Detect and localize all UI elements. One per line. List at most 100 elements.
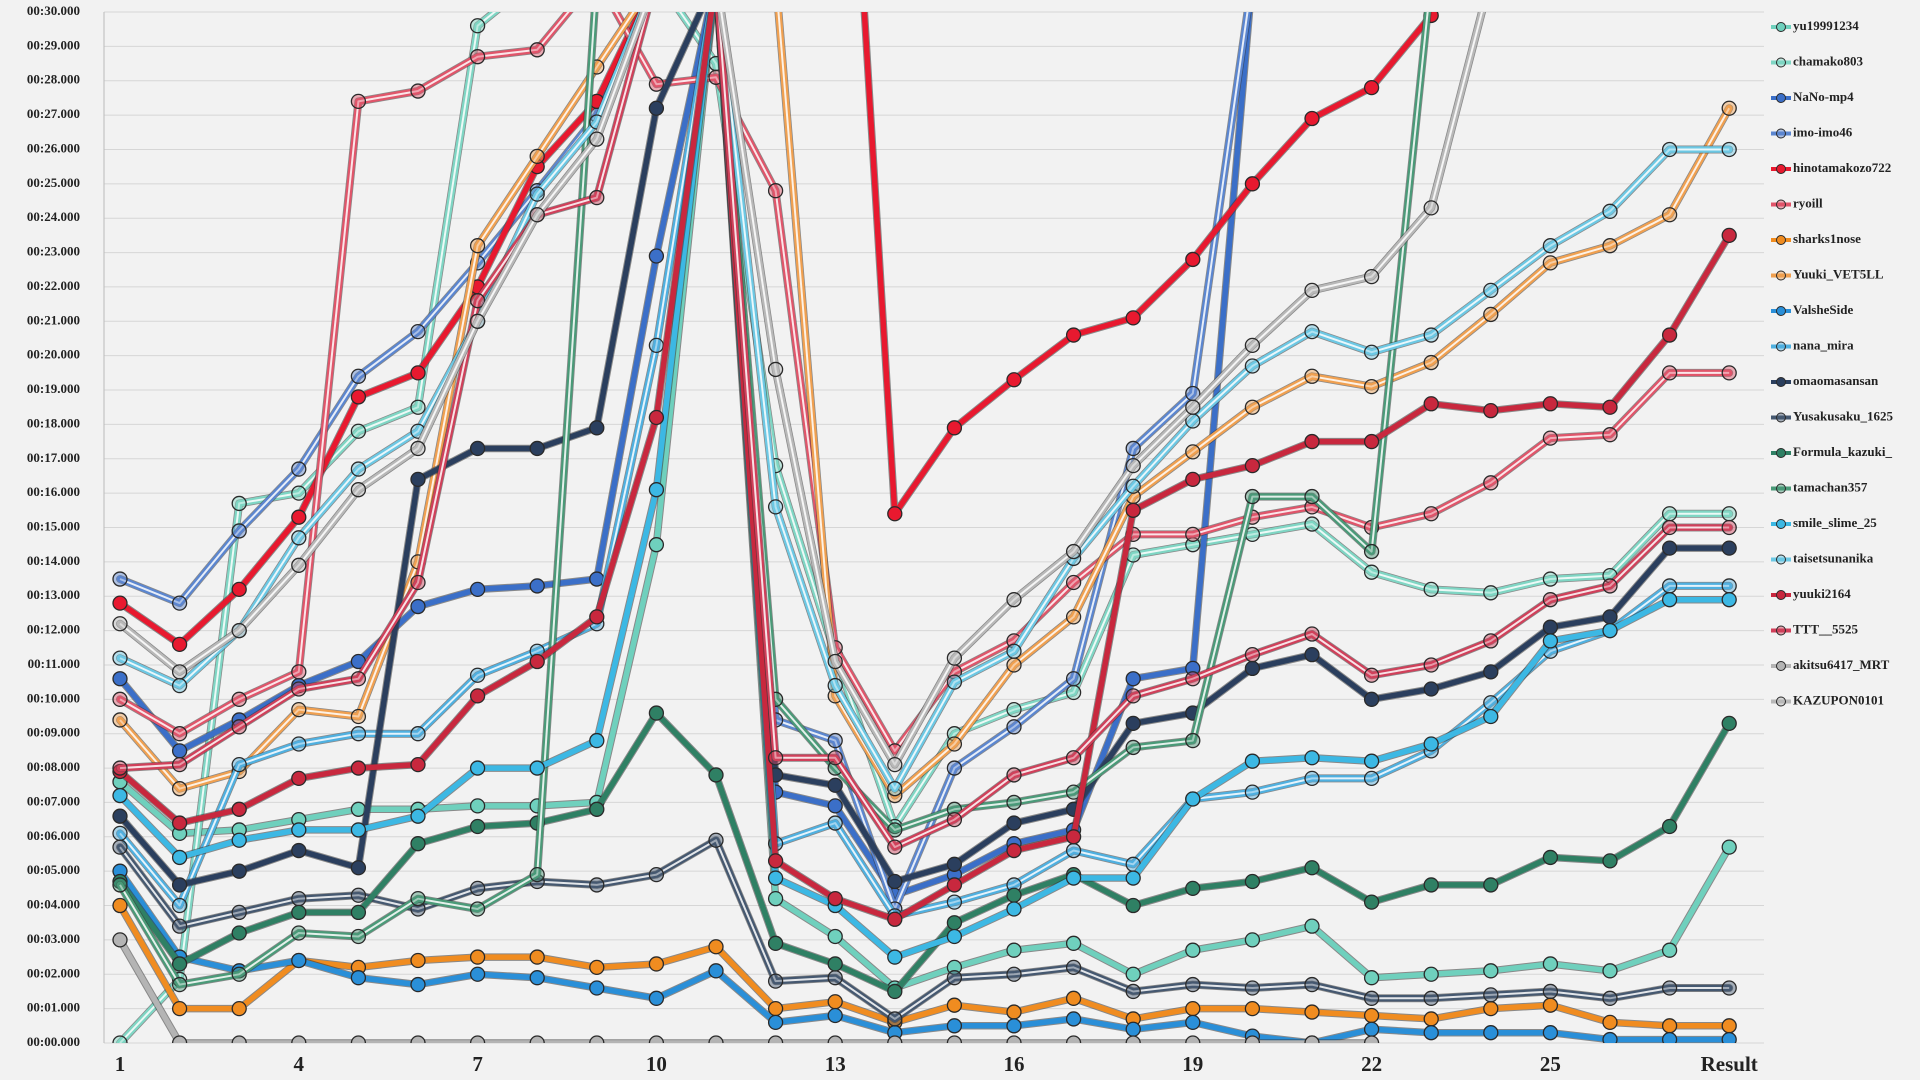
- point: [1244, 932, 1261, 948]
- legend-marker: [1776, 199, 1786, 210]
- point: [1602, 203, 1618, 219]
- point: [1006, 592, 1022, 608]
- point: [1244, 873, 1261, 890]
- point: [1006, 372, 1022, 388]
- point: [410, 399, 426, 415]
- point: [231, 904, 247, 921]
- point: [1244, 358, 1261, 374]
- point: [1721, 715, 1737, 732]
- point: [1483, 306, 1499, 323]
- legend-marker: [1776, 235, 1786, 245]
- point: [1006, 1004, 1022, 1020]
- series-line: [117, 902, 1732, 1029]
- point: [946, 760, 963, 776]
- point: [350, 93, 367, 110]
- legend-marker: [1776, 696, 1786, 707]
- point: [529, 186, 545, 202]
- point: [112, 897, 128, 914]
- point: [1423, 1025, 1439, 1041]
- point: [1244, 1035, 1261, 1043]
- point: [648, 537, 665, 553]
- legend-marker: [1776, 483, 1786, 494]
- point: [1244, 980, 1261, 996]
- point: [529, 578, 545, 594]
- point: [171, 726, 188, 742]
- point: [1125, 715, 1141, 732]
- point: [350, 368, 367, 384]
- point: [171, 956, 188, 972]
- line-highlight: [119, 12, 1249, 910]
- point: [410, 598, 426, 615]
- point: [1483, 282, 1499, 299]
- point: [1721, 1031, 1737, 1043]
- point: [1006, 701, 1022, 718]
- point: [1661, 1018, 1678, 1034]
- point: [1125, 440, 1141, 457]
- point: [827, 994, 843, 1010]
- y-tick-label: 00:26.000: [27, 140, 80, 155]
- y-tick-label: 00:11.000: [28, 656, 80, 671]
- point: [1304, 750, 1320, 766]
- y-tick-label: 00:18.000: [27, 415, 80, 430]
- point: [291, 770, 307, 787]
- point: [827, 798, 843, 814]
- point: [1363, 268, 1380, 285]
- point: [589, 877, 605, 893]
- point: [350, 887, 367, 903]
- point: [469, 760, 486, 776]
- point: [1363, 433, 1380, 450]
- point: [946, 420, 963, 436]
- point: [1304, 647, 1320, 663]
- point: [231, 719, 247, 735]
- point: [1244, 176, 1261, 192]
- point: [1125, 671, 1141, 687]
- point: [1006, 901, 1022, 917]
- point: [1185, 251, 1201, 268]
- point: [1542, 619, 1559, 635]
- point: [350, 860, 367, 876]
- y-tick-label: 00:00.000: [27, 1034, 80, 1049]
- legend-label: omaomasansan: [1793, 373, 1879, 388]
- point: [529, 970, 545, 986]
- point: [112, 691, 128, 707]
- point: [887, 839, 903, 855]
- series-line: [117, 12, 1253, 898]
- y-tick-label: 00:30.000: [27, 3, 80, 18]
- point: [1065, 1035, 1082, 1043]
- y-tick-label: 00:05.000: [27, 862, 80, 877]
- point: [589, 609, 605, 625]
- point: [112, 595, 128, 611]
- point: [1185, 976, 1201, 993]
- y-tick-label: 00:09.000: [27, 725, 80, 740]
- legend-marker: [1776, 164, 1786, 174]
- point: [171, 849, 188, 866]
- point: [1065, 574, 1082, 591]
- point: [469, 798, 486, 814]
- point: [1661, 592, 1678, 608]
- point: [1542, 396, 1559, 412]
- point: [171, 636, 188, 652]
- legend-label: nana_mira: [1793, 337, 1854, 352]
- point: [1185, 671, 1201, 687]
- point: [946, 650, 963, 666]
- point: [1065, 671, 1082, 687]
- legend-label: imo-imo46: [1793, 124, 1853, 139]
- point: [648, 409, 665, 426]
- point: [1661, 540, 1678, 556]
- point: [1185, 526, 1201, 543]
- point: [1721, 365, 1737, 381]
- point: [469, 581, 486, 598]
- legend-marker: [1776, 22, 1786, 32]
- point: [171, 976, 188, 993]
- point: [1065, 935, 1082, 951]
- point: [1125, 870, 1141, 886]
- point: [1006, 887, 1022, 903]
- y-tick-label: 00:08.000: [27, 759, 80, 774]
- point: [1602, 238, 1618, 254]
- point: [648, 248, 665, 264]
- point: [1363, 1007, 1380, 1024]
- point: [231, 801, 247, 817]
- series-line: [117, 12, 1732, 991]
- point: [1006, 719, 1022, 735]
- point: [291, 904, 307, 921]
